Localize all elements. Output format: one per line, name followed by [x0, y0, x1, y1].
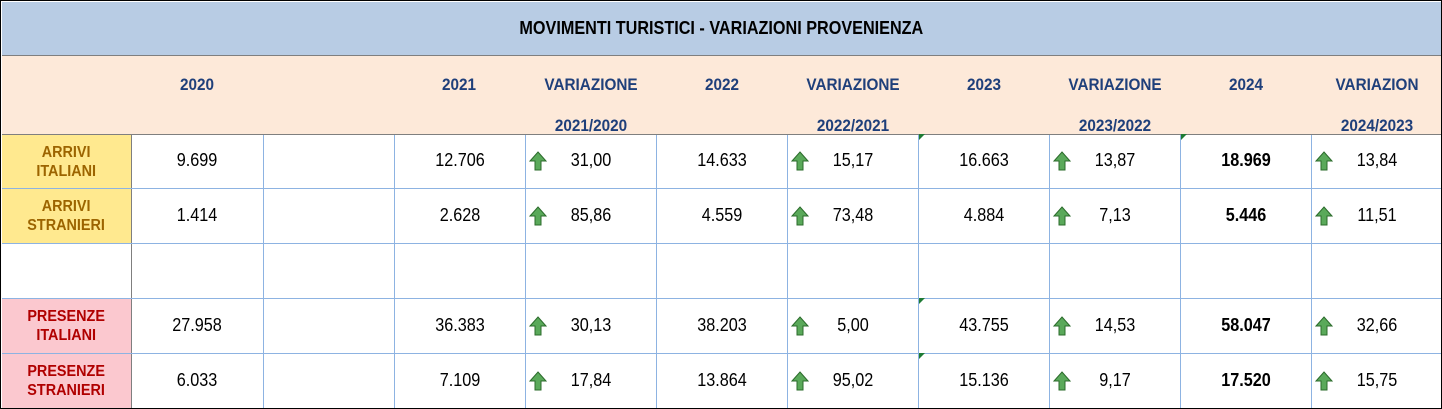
cell-variation-2: 73,48	[832, 205, 874, 225]
up-arrow-icon	[1052, 371, 1072, 391]
cell-variation-3: 14,53	[1094, 315, 1136, 335]
grid-line	[1311, 134, 1312, 408]
grid-line	[656, 134, 657, 408]
header-variation-4: VARIAZION	[1335, 75, 1419, 94]
header-variation-4-period: 2024/2023	[1340, 116, 1414, 135]
cell-variation-4: 13,84	[1356, 150, 1398, 170]
header-variation-3: VARIAZIONE	[1068, 75, 1162, 94]
grid-line	[2, 243, 1441, 244]
cell-2022: 14.633	[697, 150, 747, 170]
cell-2024: 5.446	[1225, 205, 1267, 225]
cell-2020: 27.958	[172, 315, 222, 335]
cell-indicator-icon	[919, 298, 925, 304]
table-title: MOVIMENTI TURISTICI - VARIAZIONI PROVENI…	[2, 2, 1441, 56]
cell-2023: 15.136	[959, 370, 1009, 390]
cell-2020: 1.414	[176, 205, 218, 225]
grid-line	[394, 134, 395, 408]
cell-2024: 17.520	[1221, 370, 1271, 390]
up-arrow-icon	[1314, 371, 1334, 391]
grid-line	[2, 353, 1441, 354]
header-variation-1-period: 2021/2020	[554, 116, 628, 135]
row-label-arrivi-stranieri: ARRIVI STRANIERI	[2, 189, 131, 243]
up-arrow-icon	[1314, 316, 1334, 336]
header-2022: 2022	[704, 75, 740, 94]
cell-2021: 2.628	[439, 205, 481, 225]
cell-variation-1: 31,00	[570, 150, 612, 170]
cell-variation-2: 15,17	[832, 150, 874, 170]
cell-variation-2: 5,00	[837, 315, 869, 335]
cell-2021: 7.109	[439, 370, 481, 390]
cell-variation-3: 13,87	[1094, 150, 1136, 170]
header-2024: 2024	[1228, 75, 1264, 94]
header-variation-3-period: 2023/2022	[1078, 116, 1152, 135]
cell-2022: 38.203	[697, 315, 747, 335]
cell-2023: 43.755	[959, 315, 1009, 335]
cell-2022: 4.559	[701, 205, 743, 225]
header-variation-1: VARIAZIONE	[544, 75, 638, 94]
cell-2023: 16.663	[959, 150, 1009, 170]
up-arrow-icon	[528, 206, 548, 226]
up-arrow-icon	[528, 151, 548, 171]
grid-line	[2, 298, 1441, 299]
cell-variation-3: 9,17	[1099, 370, 1131, 390]
grid-line	[263, 134, 264, 408]
grid-line	[1180, 134, 1181, 408]
up-arrow-icon	[1314, 206, 1334, 226]
row-label-presenze-stranieri: PRESENZE STRANIERI	[2, 354, 131, 408]
cell-2020: 6.033	[176, 370, 218, 390]
up-arrow-icon	[790, 206, 810, 226]
cell-indicator-icon	[919, 353, 925, 359]
cell-variation-4: 32,66	[1356, 315, 1398, 335]
up-arrow-icon	[790, 371, 810, 391]
cell-2024: 58.047	[1221, 315, 1271, 335]
cell-variation-2: 95,02	[832, 370, 874, 390]
cell-variation-4: 11,51	[1357, 205, 1397, 225]
grid-line	[2, 188, 1441, 189]
cell-variation-1: 17,84	[570, 370, 612, 390]
header-2021: 2021	[441, 75, 477, 94]
cell-variation-1: 30,13	[570, 315, 612, 335]
header-2023: 2023	[966, 75, 1002, 94]
up-arrow-icon	[790, 316, 810, 336]
header-row	[2, 56, 1441, 135]
cell-2023: 4.884	[963, 205, 1005, 225]
row-label-presenze-italiani: PRESENZE ITALIANI	[2, 299, 131, 353]
cell-2024: 18.969	[1221, 150, 1271, 170]
cell-2022: 13.864	[697, 370, 747, 390]
cell-indicator-icon	[1181, 134, 1187, 140]
grid-line	[1049, 134, 1050, 408]
up-arrow-icon	[790, 151, 810, 171]
up-arrow-icon	[528, 316, 548, 336]
up-arrow-icon	[528, 371, 548, 391]
header-variation-2: VARIAZIONE	[806, 75, 900, 94]
row-label-arrivi-italiani: ARRIVI ITALIANI	[2, 135, 131, 188]
up-arrow-icon	[1052, 151, 1072, 171]
grid-line	[787, 134, 788, 408]
header-2020: 2020	[179, 75, 215, 94]
grid-line	[2, 134, 1441, 135]
cell-variation-1: 85,86	[570, 205, 612, 225]
cell-2021: 36.383	[435, 315, 485, 335]
grid-line	[525, 134, 526, 408]
up-arrow-icon	[1314, 151, 1334, 171]
up-arrow-icon	[1052, 316, 1072, 336]
cell-indicator-icon	[919, 134, 925, 140]
cell-2020: 9.699	[176, 150, 218, 170]
grid-line	[918, 134, 919, 408]
grid-line	[131, 134, 132, 408]
up-arrow-icon	[1052, 206, 1072, 226]
cell-variation-3: 7,13	[1099, 205, 1131, 225]
cell-variation-4: 15,75	[1356, 370, 1398, 390]
cell-2021: 12.706	[435, 150, 485, 170]
header-variation-2-period: 2022/2021	[816, 116, 890, 135]
